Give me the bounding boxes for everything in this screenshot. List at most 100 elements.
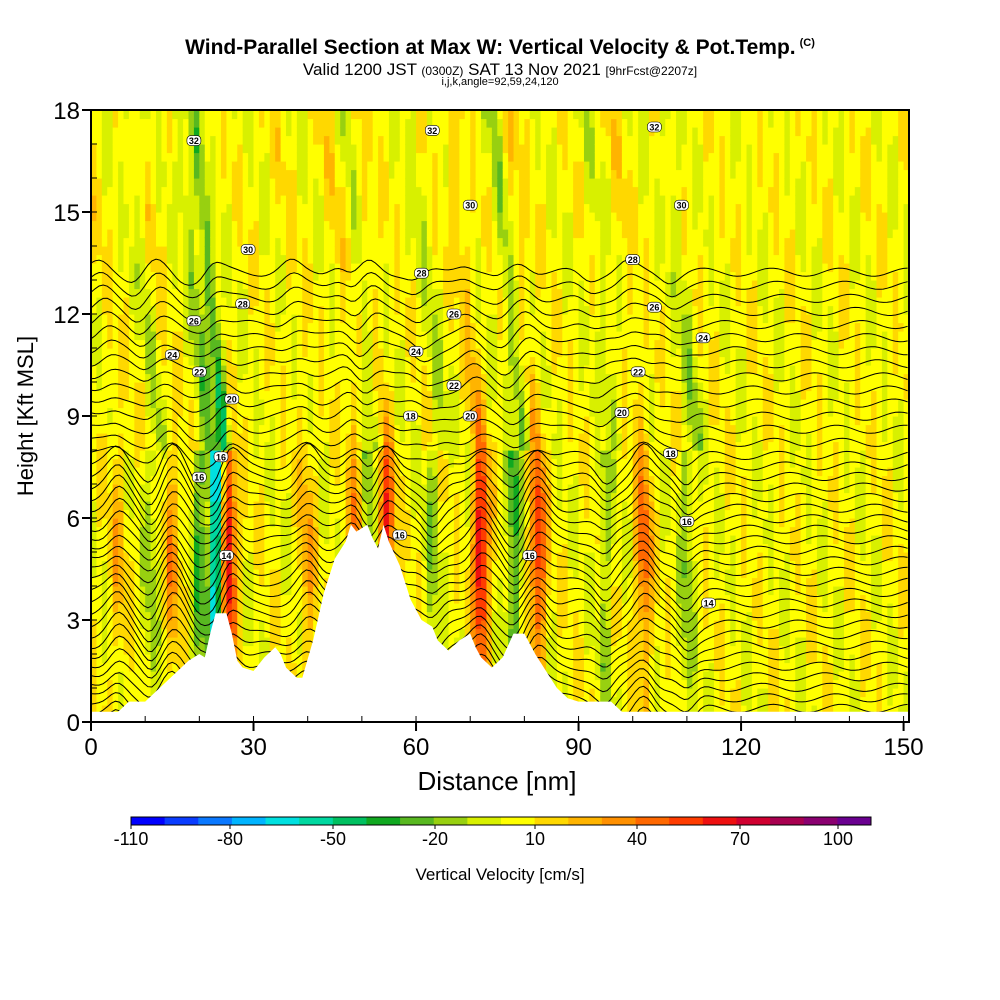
velocity-cell <box>329 305 336 315</box>
velocity-cell <box>269 152 276 162</box>
velocity-cell <box>193 390 200 400</box>
velocity-cell <box>432 467 439 477</box>
velocity-cell <box>161 603 168 613</box>
velocity-cell <box>150 433 157 443</box>
velocity-cell <box>323 203 330 213</box>
velocity-cell <box>345 229 352 239</box>
velocity-cell <box>134 569 141 579</box>
velocity-cell <box>172 399 179 409</box>
velocity-cell <box>275 271 282 281</box>
velocity-cell <box>172 382 179 392</box>
velocity-cell <box>367 169 374 179</box>
velocity-cell <box>378 195 385 205</box>
velocity-cell <box>91 152 98 162</box>
velocity-cell <box>323 135 330 145</box>
velocity-cell <box>340 254 347 264</box>
velocity-cell <box>96 416 103 426</box>
velocity-cell <box>101 314 108 324</box>
velocity-cell <box>166 450 173 460</box>
velocity-cell <box>383 254 390 264</box>
velocity-cell <box>253 569 260 579</box>
velocity-cell <box>91 212 98 222</box>
velocity-cell <box>334 144 341 154</box>
velocity-cell <box>139 696 146 706</box>
velocity-cell <box>134 144 141 154</box>
velocity-cell <box>291 594 298 604</box>
velocity-cell <box>264 339 271 349</box>
velocity-cell <box>378 407 385 417</box>
velocity-cell <box>91 645 98 655</box>
velocity-cell <box>264 195 271 205</box>
velocity-cell <box>410 161 417 171</box>
velocity-cell <box>150 339 157 349</box>
velocity-cell <box>237 628 244 638</box>
velocity-cell <box>210 152 217 162</box>
velocity-cell <box>226 603 233 613</box>
velocity-cell <box>269 186 276 196</box>
velocity-cell <box>248 203 255 213</box>
velocity-cell <box>96 373 103 383</box>
velocity-cell <box>388 220 395 230</box>
velocity-cell <box>226 458 233 468</box>
velocity-cell <box>193 356 200 366</box>
velocity-cell <box>443 161 450 171</box>
velocity-cell <box>307 458 314 468</box>
velocity-cell <box>399 152 406 162</box>
velocity-cell <box>231 305 238 315</box>
velocity-cell <box>443 458 450 468</box>
velocity-cell <box>443 348 450 358</box>
velocity-cell <box>237 322 244 332</box>
velocity-cell <box>432 212 439 222</box>
velocity-cell <box>134 416 141 426</box>
velocity-cell <box>361 186 368 196</box>
velocity-cell <box>318 297 325 307</box>
velocity-cell <box>405 152 412 162</box>
velocity-cell <box>210 552 217 562</box>
velocity-cell <box>329 501 336 511</box>
velocity-cell <box>302 467 309 477</box>
velocity-cell <box>437 161 444 171</box>
velocity-cell <box>340 450 347 460</box>
velocity-cell <box>323 246 330 256</box>
velocity-cell <box>253 603 260 613</box>
velocity-cell <box>118 560 125 570</box>
velocity-cell <box>139 263 146 273</box>
velocity-cell <box>231 509 238 519</box>
velocity-cell <box>356 161 363 171</box>
velocity-cell <box>242 118 249 128</box>
velocity-cell <box>459 467 466 477</box>
velocity-cell <box>302 382 309 392</box>
velocity-cell <box>426 161 433 171</box>
velocity-cell <box>302 569 309 579</box>
velocity-cell <box>101 501 108 511</box>
velocity-cell <box>134 433 141 443</box>
velocity-cell <box>459 611 466 621</box>
velocity-cell <box>134 492 141 502</box>
velocity-cell <box>410 178 417 188</box>
velocity-cell <box>416 118 423 128</box>
velocity-cell <box>199 161 206 171</box>
velocity-cell <box>286 263 293 273</box>
velocity-cell <box>134 518 141 528</box>
velocity-cell <box>107 322 114 332</box>
velocity-cell <box>388 254 395 264</box>
velocity-cell <box>296 220 303 230</box>
velocity-cell <box>280 212 287 222</box>
velocity-cell <box>416 127 423 137</box>
velocity-cell <box>188 586 195 596</box>
velocity-cell <box>459 390 466 400</box>
velocity-cell <box>253 535 260 545</box>
velocity-cell <box>96 594 103 604</box>
velocity-cell <box>351 331 358 341</box>
velocity-cell <box>280 586 287 596</box>
velocity-cell <box>302 543 309 553</box>
velocity-cell <box>345 263 352 273</box>
velocity-cell <box>128 118 135 128</box>
velocity-cell <box>210 577 217 587</box>
velocity-cell <box>421 169 428 179</box>
velocity-cell <box>356 169 363 179</box>
velocity-cell <box>156 594 163 604</box>
velocity-cell <box>405 450 412 460</box>
velocity-cell <box>291 246 298 256</box>
velocity-cell <box>372 127 379 137</box>
